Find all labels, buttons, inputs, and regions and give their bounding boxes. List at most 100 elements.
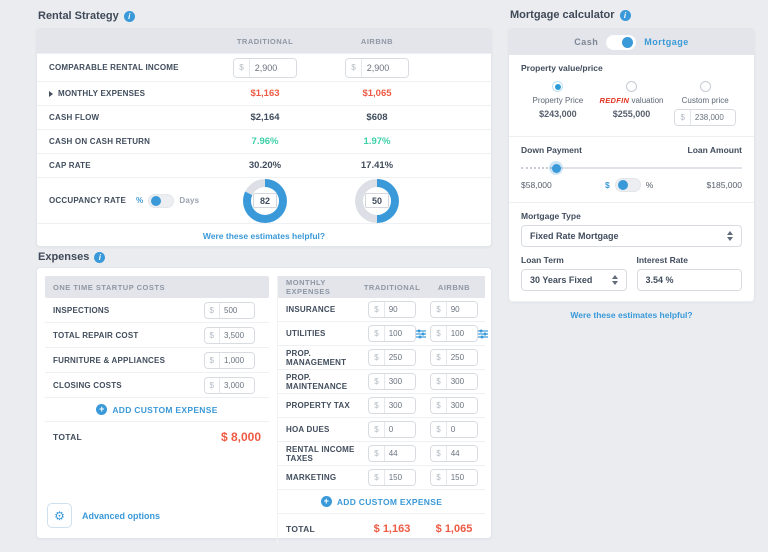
- info-icon[interactable]: i: [94, 251, 106, 263]
- repair-cost-input[interactable]: [220, 327, 254, 343]
- airbnb-occupancy-input[interactable]: [365, 193, 389, 208]
- mortgage-calculator-panel: Cash Mortgage Property value/price Prope…: [508, 28, 755, 320]
- interest-rate-input[interactable]: [636, 269, 742, 291]
- property-price-radio[interactable]: [552, 81, 564, 92]
- row-closing-costs: CLOSING COSTS $: [45, 373, 269, 398]
- dollar-sign: $: [369, 422, 385, 437]
- loan-amount-label: Loan Amount: [687, 145, 742, 155]
- hoa-dues-airbnb-input[interactable]: [446, 422, 477, 437]
- expenses-header: Expenses i: [38, 251, 106, 263]
- down-payment-label: Down Payment: [521, 145, 582, 155]
- hoa-dues-traditional-input[interactable]: [384, 422, 415, 437]
- custom-price-radio[interactable]: [699, 81, 711, 92]
- loan-term-select[interactable]: 30 Years Fixed: [521, 269, 627, 291]
- info-icon[interactable]: i: [123, 10, 135, 22]
- prop-management-airbnb-input[interactable]: [446, 350, 477, 365]
- cash-option-label[interactable]: Cash: [574, 37, 599, 47]
- dollar-sign: $: [431, 302, 447, 317]
- traditional-monthly-expenses-value: $1,163: [250, 88, 280, 99]
- insurance-traditional-input[interactable]: [384, 302, 415, 317]
- dollar-sign: $: [369, 398, 385, 413]
- marketing-airbnb-input[interactable]: [446, 470, 477, 485]
- row-inspections: INSPECTIONS $: [45, 298, 269, 323]
- dollar-sign: $: [205, 377, 220, 393]
- utilities-airbnb-input[interactable]: [446, 326, 477, 341]
- traditional-occupancy-input[interactable]: [253, 193, 277, 208]
- plus-icon: +: [320, 496, 332, 507]
- marketing-traditional-input[interactable]: [384, 470, 415, 485]
- percent-unit-label[interactable]: %: [645, 180, 654, 190]
- dollar-sign: $: [431, 446, 447, 461]
- slider-track: [556, 167, 742, 169]
- closing-costs-input[interactable]: [220, 377, 254, 393]
- estimates-helpful-link[interactable]: Were these estimates helpful?: [202, 231, 326, 241]
- rental-income-taxes-traditional-input[interactable]: [384, 446, 415, 461]
- mortgage-type-label: Mortgage Type: [521, 211, 581, 221]
- expand-caret-icon[interactable]: [49, 90, 53, 97]
- utilities-traditional-input[interactable]: [384, 326, 415, 341]
- add-custom-monthly-expense-button[interactable]: + ADD CUSTOM EXPENSE: [278, 490, 485, 514]
- row-cash-on-cash-return: CASH ON CASH RETURN 7.96% 1.97%: [37, 129, 491, 153]
- prop-maintenance-airbnb-input[interactable]: [446, 374, 477, 389]
- prop-maintenance-traditional-input[interactable]: [384, 374, 415, 389]
- estimates-helpful-link[interactable]: Were these estimates helpful?: [570, 309, 693, 320]
- dollar-sign: $: [431, 350, 447, 365]
- airbnb-coc-value: 1.97%: [363, 136, 391, 147]
- plus-icon: +: [96, 404, 108, 415]
- prop-management-traditional-input[interactable]: [384, 350, 415, 365]
- cash-mortgage-toggle[interactable]: [606, 34, 637, 50]
- select-arrows-icon: [611, 275, 618, 285]
- property-tax-traditional-input[interactable]: [384, 398, 415, 413]
- traditional-rental-income-input[interactable]: [249, 58, 296, 77]
- utilities-traditional-sliders-icon[interactable]: [416, 329, 426, 339]
- row-hoa-dues: HOA DUES $ $: [278, 418, 485, 442]
- airbnb-occupancy-donut: [355, 178, 399, 223]
- occupancy-unit-toggle[interactable]: [148, 193, 175, 208]
- days-unit-label[interactable]: Days: [179, 196, 200, 205]
- dollar-unit-label[interactable]: $: [604, 180, 610, 190]
- custom-price-input[interactable]: [690, 110, 735, 125]
- inspections-input[interactable]: [220, 302, 254, 318]
- traditional-rental-income-field: $: [233, 57, 297, 78]
- insurance-airbnb-input[interactable]: [446, 302, 477, 317]
- dollar-sign: $: [431, 326, 447, 341]
- traditional-cap-rate-value: 30.20%: [248, 160, 282, 171]
- airbnb-cash-flow-value: $608: [366, 112, 388, 123]
- advanced-options-link[interactable]: ⚙ Advanced options: [47, 503, 160, 528]
- monthly-expenses-header: MONTHLY EXPENSES TRADITIONAL AIRBNB: [278, 276, 485, 298]
- expenses-panel: ONE TIME STARTUP COSTS INSPECTIONS $ TOT…: [36, 267, 492, 544]
- dollar-sign: $: [431, 374, 447, 389]
- property-tax-airbnb-input[interactable]: [446, 398, 477, 413]
- monthly-total-traditional: $ 1,163: [373, 523, 411, 535]
- mortgage-type-select[interactable]: Fixed Rate Mortgage: [521, 225, 742, 247]
- column-header-airbnb: AIRBNB: [360, 36, 394, 46]
- utilities-airbnb-sliders-icon[interactable]: [478, 329, 488, 339]
- monthly-total-row: TOTAL $ 1,163 $ 1,065: [278, 514, 485, 544]
- dollar-sign: $: [369, 374, 385, 389]
- dollar-sign: $: [205, 352, 220, 368]
- rental-strategy-column-header: TRADITIONAL AIRBNB: [37, 29, 491, 53]
- option-property-price: Property Price $243,000: [521, 81, 595, 126]
- mortgage-calculator-header: Mortgage calculator i: [510, 9, 631, 21]
- dollar-percent-toggle[interactable]: [614, 178, 641, 192]
- airbnb-rental-income-input[interactable]: [361, 58, 408, 77]
- rental-income-taxes-airbnb-input[interactable]: [446, 446, 477, 461]
- mortgage-calculator-title: Mortgage calculator: [510, 9, 615, 21]
- percent-unit-label[interactable]: %: [136, 196, 144, 205]
- startup-total-row: TOTAL $ 8,000: [53, 430, 261, 444]
- airbnb-monthly-expenses-value: $1,065: [362, 88, 392, 99]
- add-custom-startup-expense-button[interactable]: + ADD CUSTOM EXPENSE: [45, 398, 269, 422]
- furniture-input[interactable]: [220, 352, 254, 368]
- mortgage-option-label[interactable]: Mortgage: [644, 37, 689, 47]
- gear-icon[interactable]: ⚙: [47, 503, 72, 528]
- row-rental-income-taxes: RENTAL INCOME TAXES $ $: [278, 442, 485, 466]
- slider-handle[interactable]: [549, 161, 564, 175]
- dollar-sign: $: [346, 58, 362, 77]
- traditional-coc-value: 7.96%: [251, 136, 279, 147]
- info-icon[interactable]: i: [619, 9, 631, 21]
- redfin-valuation-radio[interactable]: [626, 81, 637, 92]
- slider-track-filled: [521, 167, 557, 169]
- row-prop-management: PROP. MANAGEMENT $ $: [278, 346, 485, 370]
- row-furniture-appliances: FURNITURE & APPLIANCES $: [45, 348, 269, 373]
- down-payment-slider[interactable]: [521, 160, 742, 176]
